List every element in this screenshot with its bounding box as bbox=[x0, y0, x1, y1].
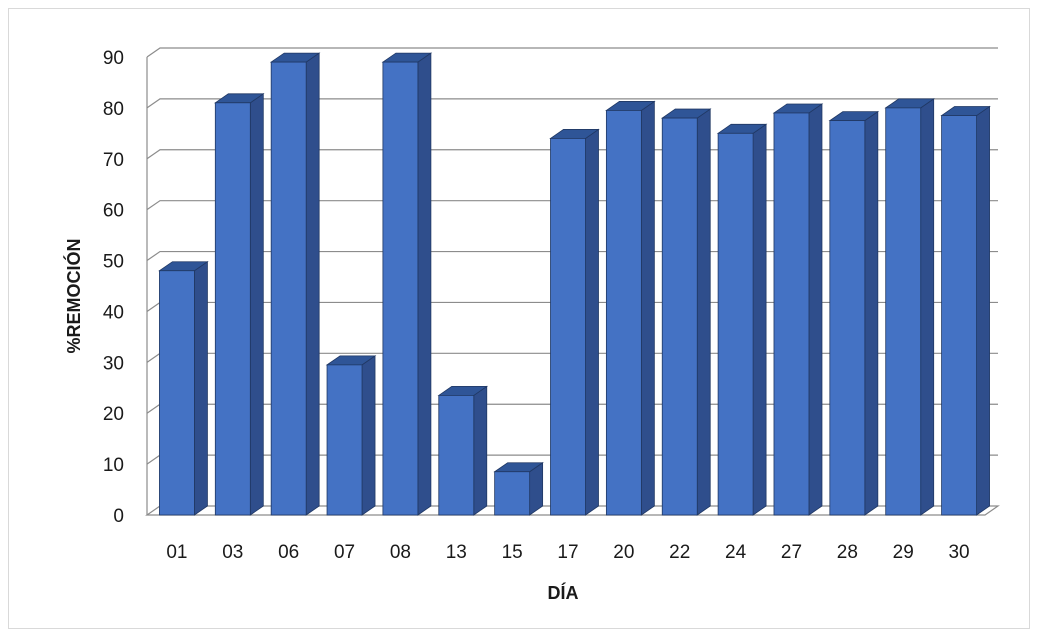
x-tick-label: 17 bbox=[557, 542, 578, 563]
x-tick-label: 29 bbox=[893, 542, 914, 563]
x-tick-label: 30 bbox=[948, 542, 969, 563]
y-tick-label: 90 bbox=[103, 48, 124, 69]
bar-front bbox=[159, 270, 195, 516]
y-tick-label: 40 bbox=[103, 302, 124, 323]
bar-front bbox=[382, 61, 419, 516]
bar-29 bbox=[884, 98, 935, 516]
bar-side bbox=[696, 108, 711, 516]
x-tick-label: 22 bbox=[669, 542, 690, 563]
x-tick-label: 15 bbox=[502, 542, 523, 563]
y-tick-label: 0 bbox=[113, 506, 124, 527]
bar-side bbox=[417, 52, 432, 516]
gridline bbox=[146, 47, 998, 58]
bar-side bbox=[585, 128, 599, 516]
x-tick-label: 28 bbox=[837, 542, 858, 563]
x-tick-label: 13 bbox=[446, 542, 467, 563]
bar-28 bbox=[828, 110, 880, 516]
bar-15 bbox=[493, 461, 544, 516]
y-tick-label: 20 bbox=[103, 404, 124, 425]
bar-22 bbox=[660, 108, 712, 516]
bar-13 bbox=[437, 385, 489, 516]
bar-front bbox=[661, 117, 698, 516]
x-axis-title: DÍA bbox=[548, 582, 579, 603]
bar-front bbox=[214, 102, 251, 516]
bar-side bbox=[976, 105, 990, 516]
bars bbox=[158, 52, 991, 516]
bar-side bbox=[305, 52, 320, 516]
gridline bbox=[146, 98, 998, 109]
bar-side bbox=[194, 260, 208, 516]
bar-front bbox=[438, 395, 475, 516]
y-tick-label: 80 bbox=[103, 99, 124, 120]
bar-side bbox=[864, 110, 879, 516]
bar-20 bbox=[605, 100, 656, 516]
bar-17 bbox=[549, 128, 600, 516]
x-tick-label: 07 bbox=[334, 542, 355, 563]
bar-front bbox=[326, 364, 363, 516]
bar-front bbox=[550, 138, 586, 516]
bar-27 bbox=[772, 103, 824, 516]
bar-side bbox=[808, 103, 823, 516]
y-axis-title: %REMOCIÓN bbox=[63, 238, 84, 353]
y-tick-label: 30 bbox=[103, 353, 124, 374]
bar-30 bbox=[940, 105, 991, 516]
bar-front bbox=[605, 110, 642, 516]
bar-side bbox=[361, 355, 376, 516]
y-tick-label: 60 bbox=[103, 201, 124, 222]
x-tick-label: 08 bbox=[390, 542, 411, 563]
bar-front bbox=[885, 107, 922, 516]
x-tick-label: 27 bbox=[781, 542, 802, 563]
y-tick-label: 70 bbox=[103, 150, 124, 171]
bar-side bbox=[920, 98, 935, 516]
bar-front bbox=[717, 132, 754, 516]
bar-08 bbox=[381, 52, 433, 516]
y-tick-label: 50 bbox=[103, 252, 124, 273]
bar-24 bbox=[716, 123, 768, 516]
x-tick-label: 20 bbox=[613, 542, 634, 563]
bar-front bbox=[494, 471, 531, 516]
x-tick-labels: 01 03 06 07 08 13 15 17 20 22 24 27 28 29 30 bbox=[166, 542, 969, 563]
bar-front bbox=[829, 120, 866, 516]
bar-side bbox=[473, 385, 488, 516]
bar-01 bbox=[158, 260, 209, 516]
bar-front bbox=[270, 61, 307, 516]
y-tick-labels: 0 10 20 30 40 50 60 70 80 90 bbox=[103, 48, 124, 527]
bar-06 bbox=[269, 52, 321, 516]
y-tick-label: 10 bbox=[103, 455, 124, 476]
x-tick-label: 01 bbox=[166, 542, 187, 563]
bar-front bbox=[773, 112, 810, 516]
bar-side bbox=[249, 93, 264, 516]
x-tick-label: 24 bbox=[725, 542, 747, 563]
bar-side bbox=[640, 100, 655, 516]
bar-front bbox=[941, 115, 977, 516]
bar-07 bbox=[325, 355, 377, 516]
x-tick-label: 06 bbox=[278, 542, 299, 563]
x-tick-label: 03 bbox=[222, 542, 243, 563]
bar-03 bbox=[214, 93, 265, 516]
bar-side bbox=[752, 123, 767, 516]
